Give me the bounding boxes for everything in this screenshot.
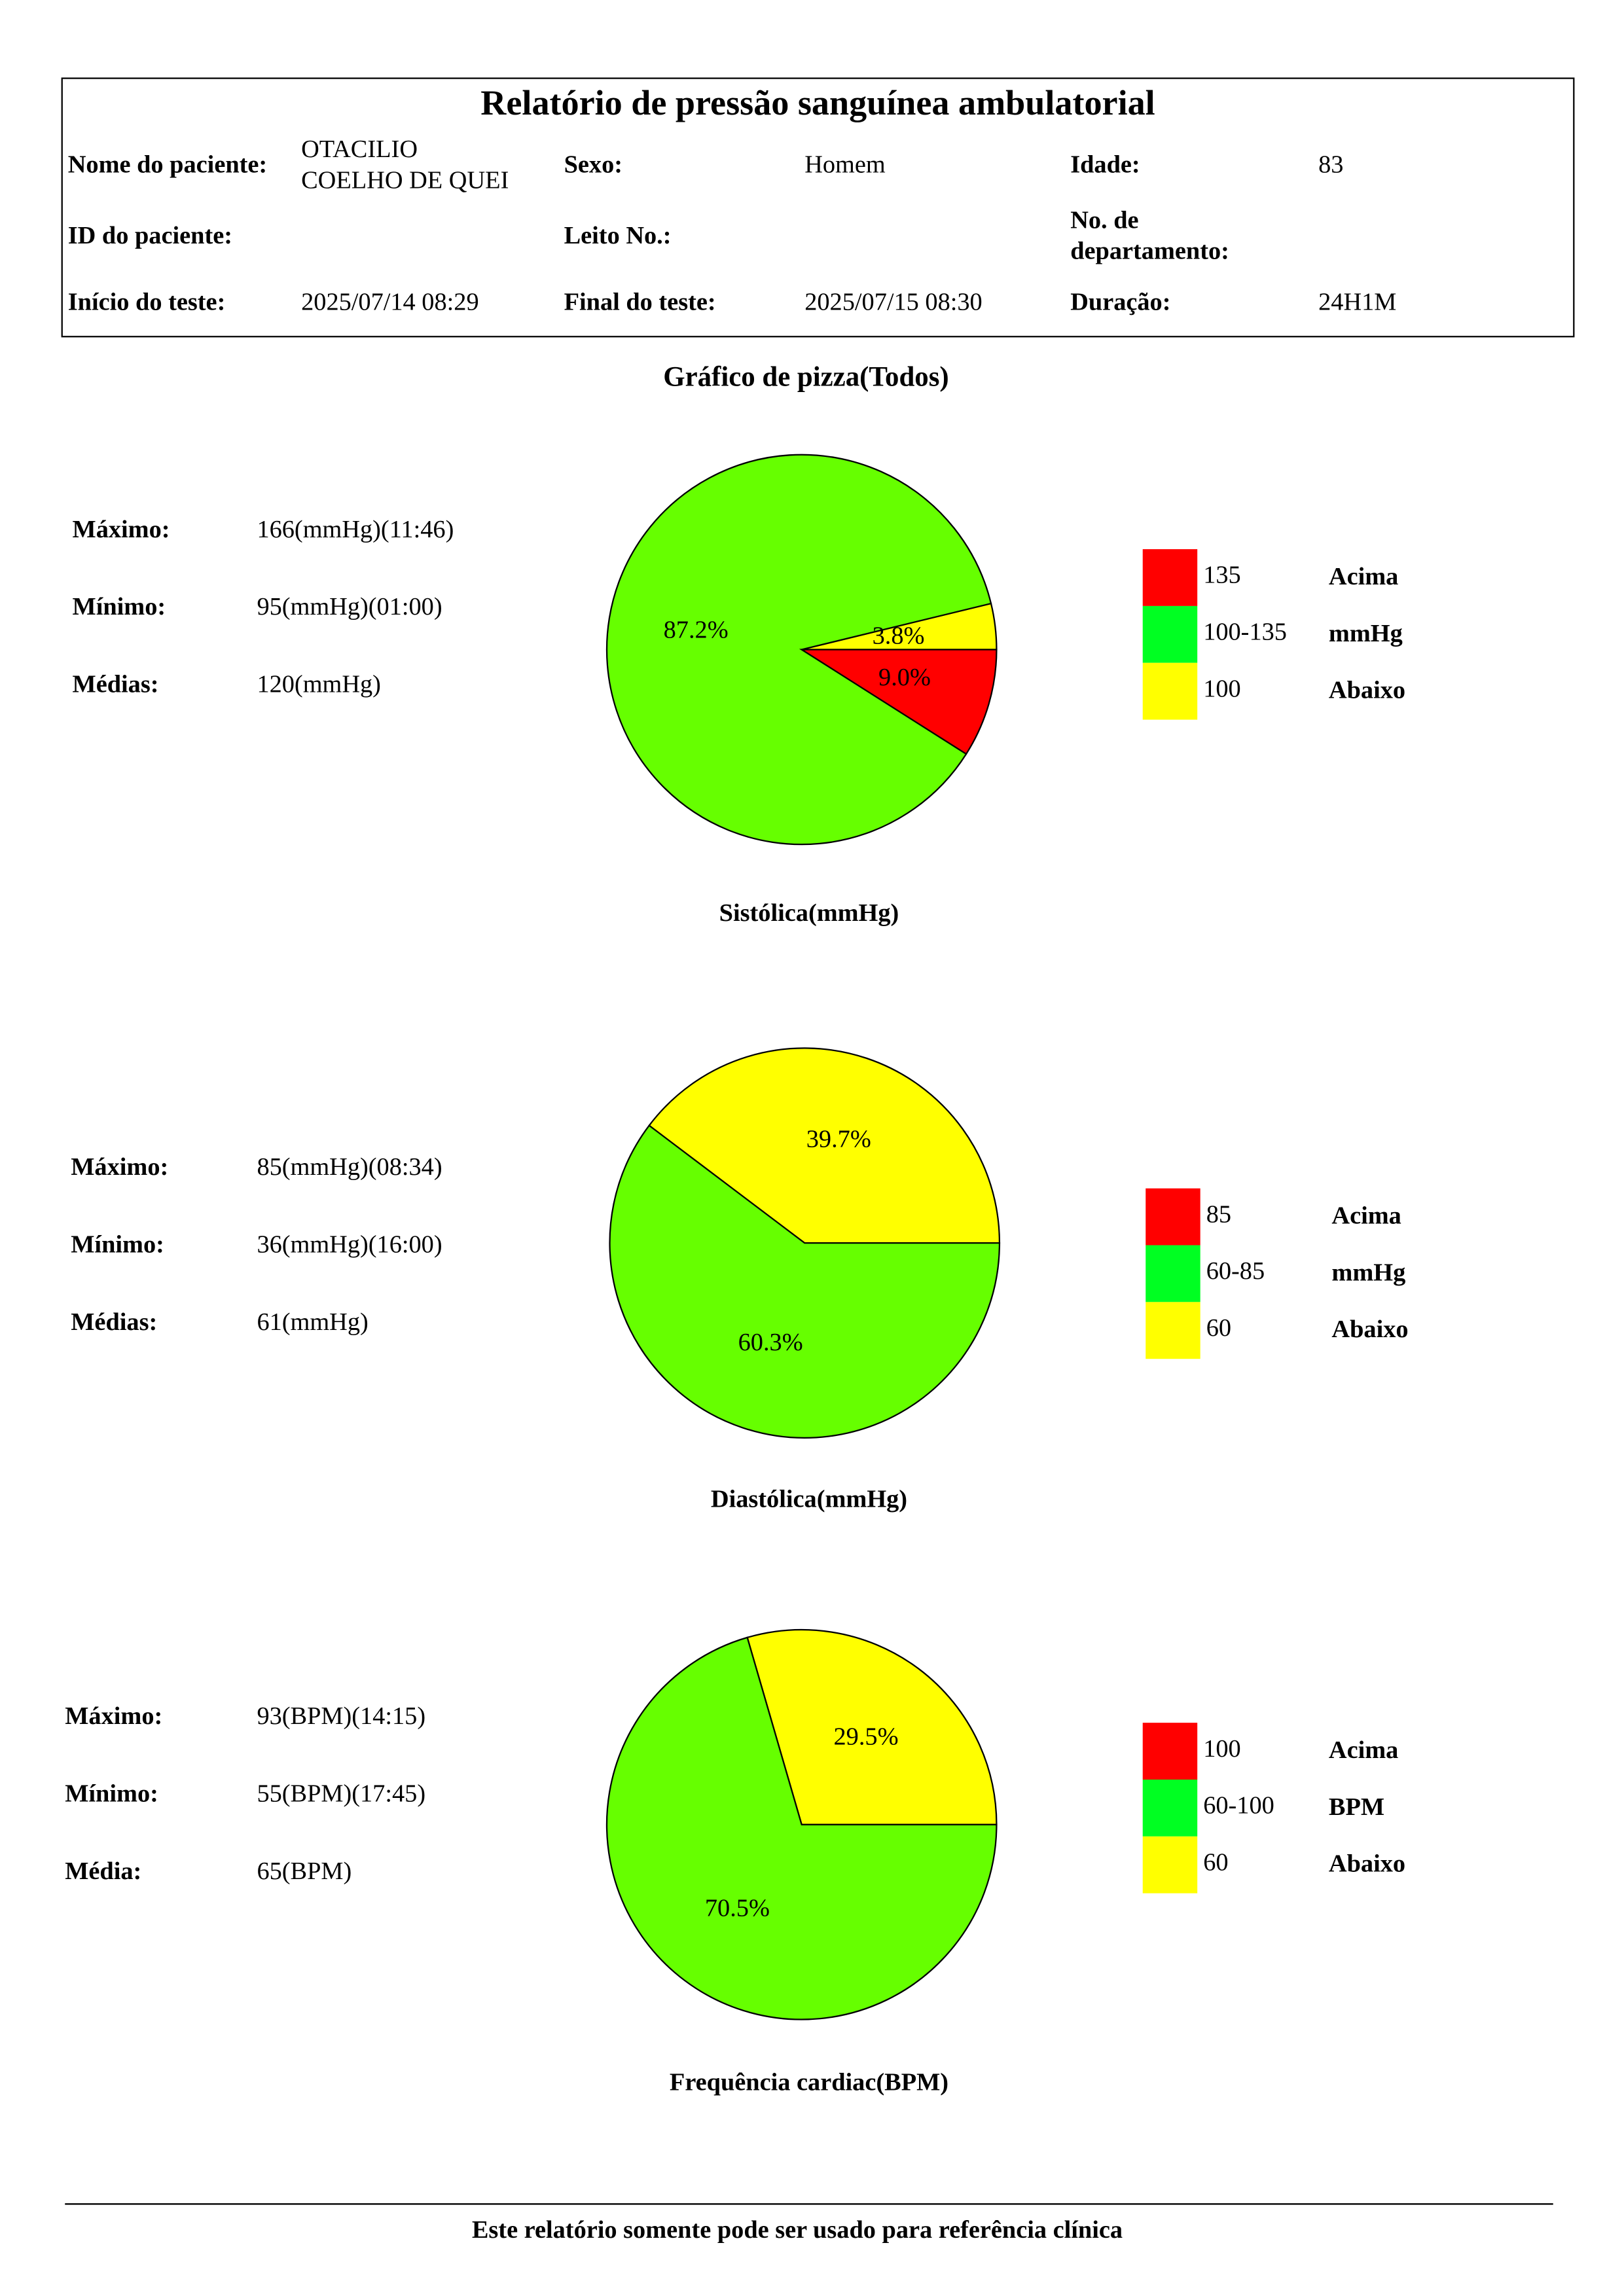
- stat-label: Máximo:: [65, 1702, 162, 1730]
- field-label: Leito No.:: [564, 222, 672, 249]
- stat-label: Mínimo:: [71, 1231, 164, 1259]
- slice-label: 29.5%: [834, 1723, 899, 1751]
- field-label: Nome do paciente:: [68, 151, 267, 179]
- footer: Este relatório somente pode ser usado pa…: [472, 2216, 1123, 2244]
- slice-label: 70.5%: [705, 1895, 770, 1922]
- stat-value: 120(mmHg): [257, 671, 381, 698]
- stat-value: 95(mmHg)(01:00): [257, 593, 442, 620]
- legend-label: mmHg: [1329, 620, 1403, 647]
- stat-label: Máximo:: [71, 1153, 168, 1181]
- legend-label: Acima: [1329, 1736, 1398, 1764]
- chart-title: Frequência cardiac(BPM): [670, 2069, 948, 2096]
- stat-value: 61(mmHg): [257, 1308, 368, 1336]
- stat-value: 55(BPM)(17:45): [257, 1780, 425, 1808]
- legend-range: 100-135: [1203, 619, 1287, 646]
- slice-label: 9.0%: [878, 664, 931, 691]
- field-value: Homem: [804, 151, 886, 179]
- pie-slice: [746, 1628, 998, 1825]
- pie-slice: [609, 1124, 1001, 1439]
- field-label: Duração:: [1070, 288, 1170, 315]
- stat-value: 65(BPM): [257, 1857, 352, 1885]
- legend-swatch: [1142, 1836, 1198, 1893]
- legend-range: 85: [1206, 1200, 1231, 1228]
- stat-value: 85(mmHg)(08:34): [257, 1153, 442, 1181]
- legend-swatch: [1146, 1302, 1200, 1359]
- stat-label: Mínimo:: [73, 593, 166, 620]
- slice-label: 39.7%: [806, 1126, 871, 1153]
- report-title: Relatório de pressão sanguínea ambulator…: [480, 83, 1155, 122]
- field-label: Início do teste:: [68, 288, 226, 315]
- slice-label: 87.2%: [664, 617, 729, 644]
- field-value: OTACILIO: [301, 135, 418, 163]
- legend-label: Acima: [1329, 563, 1398, 590]
- header-box: [61, 77, 1575, 338]
- stat-label: Média:: [65, 1857, 141, 1885]
- pie-slice: [605, 454, 992, 846]
- legend-label: Abaixo: [1331, 1316, 1408, 1343]
- legend-range: 100: [1203, 675, 1241, 702]
- stat-value: 36(mmHg)(16:00): [257, 1231, 442, 1259]
- stat-label: Médias:: [71, 1308, 157, 1336]
- legend-range: 60: [1203, 1848, 1228, 1876]
- slice-label: 60.3%: [738, 1329, 803, 1356]
- legend-swatch: [1146, 1245, 1200, 1302]
- legend-label: BPM: [1329, 1793, 1384, 1821]
- field-value: 2025/07/14 08:29: [301, 288, 479, 315]
- legend-range: 100: [1203, 1735, 1241, 1763]
- stat-label: Mínimo:: [65, 1780, 158, 1808]
- stat-value: 166(mmHg)(11:46): [257, 516, 454, 543]
- stat-value: 93(BPM)(14:15): [257, 1702, 425, 1730]
- stat-label: Máximo:: [73, 516, 170, 543]
- field-label: ID do paciente:: [68, 222, 232, 249]
- legend-swatch: [1146, 1188, 1200, 1246]
- slice-label: 3.8%: [873, 622, 925, 650]
- field-label: departamento:: [1070, 238, 1229, 265]
- legend-range: 135: [1203, 562, 1241, 589]
- field-value: 83: [1318, 151, 1343, 179]
- field-value: 24H1M: [1318, 288, 1396, 315]
- pie-slice: [799, 649, 998, 755]
- legend-swatch: [1142, 662, 1198, 720]
- legend-label: Acima: [1331, 1202, 1401, 1230]
- chart-title: Sistólica(mmHg): [719, 899, 899, 927]
- legend-label: Abaixo: [1329, 677, 1405, 704]
- legend-label: Abaixo: [1329, 1850, 1405, 1878]
- chart-title: Diastólica(mmHg): [711, 1486, 907, 1513]
- field-value: COELHO DE QUEI: [301, 166, 509, 194]
- legend-swatch: [1142, 1723, 1198, 1780]
- field-label: No. de: [1070, 206, 1138, 234]
- field-label: Idade:: [1070, 151, 1140, 179]
- legend-swatch: [1142, 549, 1198, 606]
- legend-range: 60-100: [1203, 1792, 1274, 1820]
- pie-slice: [648, 1047, 1001, 1244]
- legend-range: 60-85: [1206, 1257, 1265, 1285]
- legend-swatch: [1142, 1779, 1198, 1837]
- stat-label: Médias:: [73, 671, 159, 698]
- field-value: 2025/07/15 08:30: [804, 288, 983, 315]
- field-label: Sexo:: [564, 151, 623, 179]
- legend-range: 60: [1206, 1314, 1231, 1342]
- legend-swatch: [1142, 605, 1198, 663]
- legend-label: mmHg: [1331, 1259, 1405, 1286]
- section-title: Gráfico de pizza(Todos): [663, 362, 948, 393]
- pie-slice: [605, 1636, 998, 2020]
- field-label: Final do teste:: [564, 288, 716, 315]
